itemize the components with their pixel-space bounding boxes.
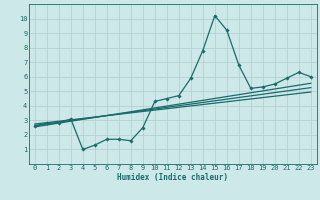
X-axis label: Humidex (Indice chaleur): Humidex (Indice chaleur) — [117, 173, 228, 182]
